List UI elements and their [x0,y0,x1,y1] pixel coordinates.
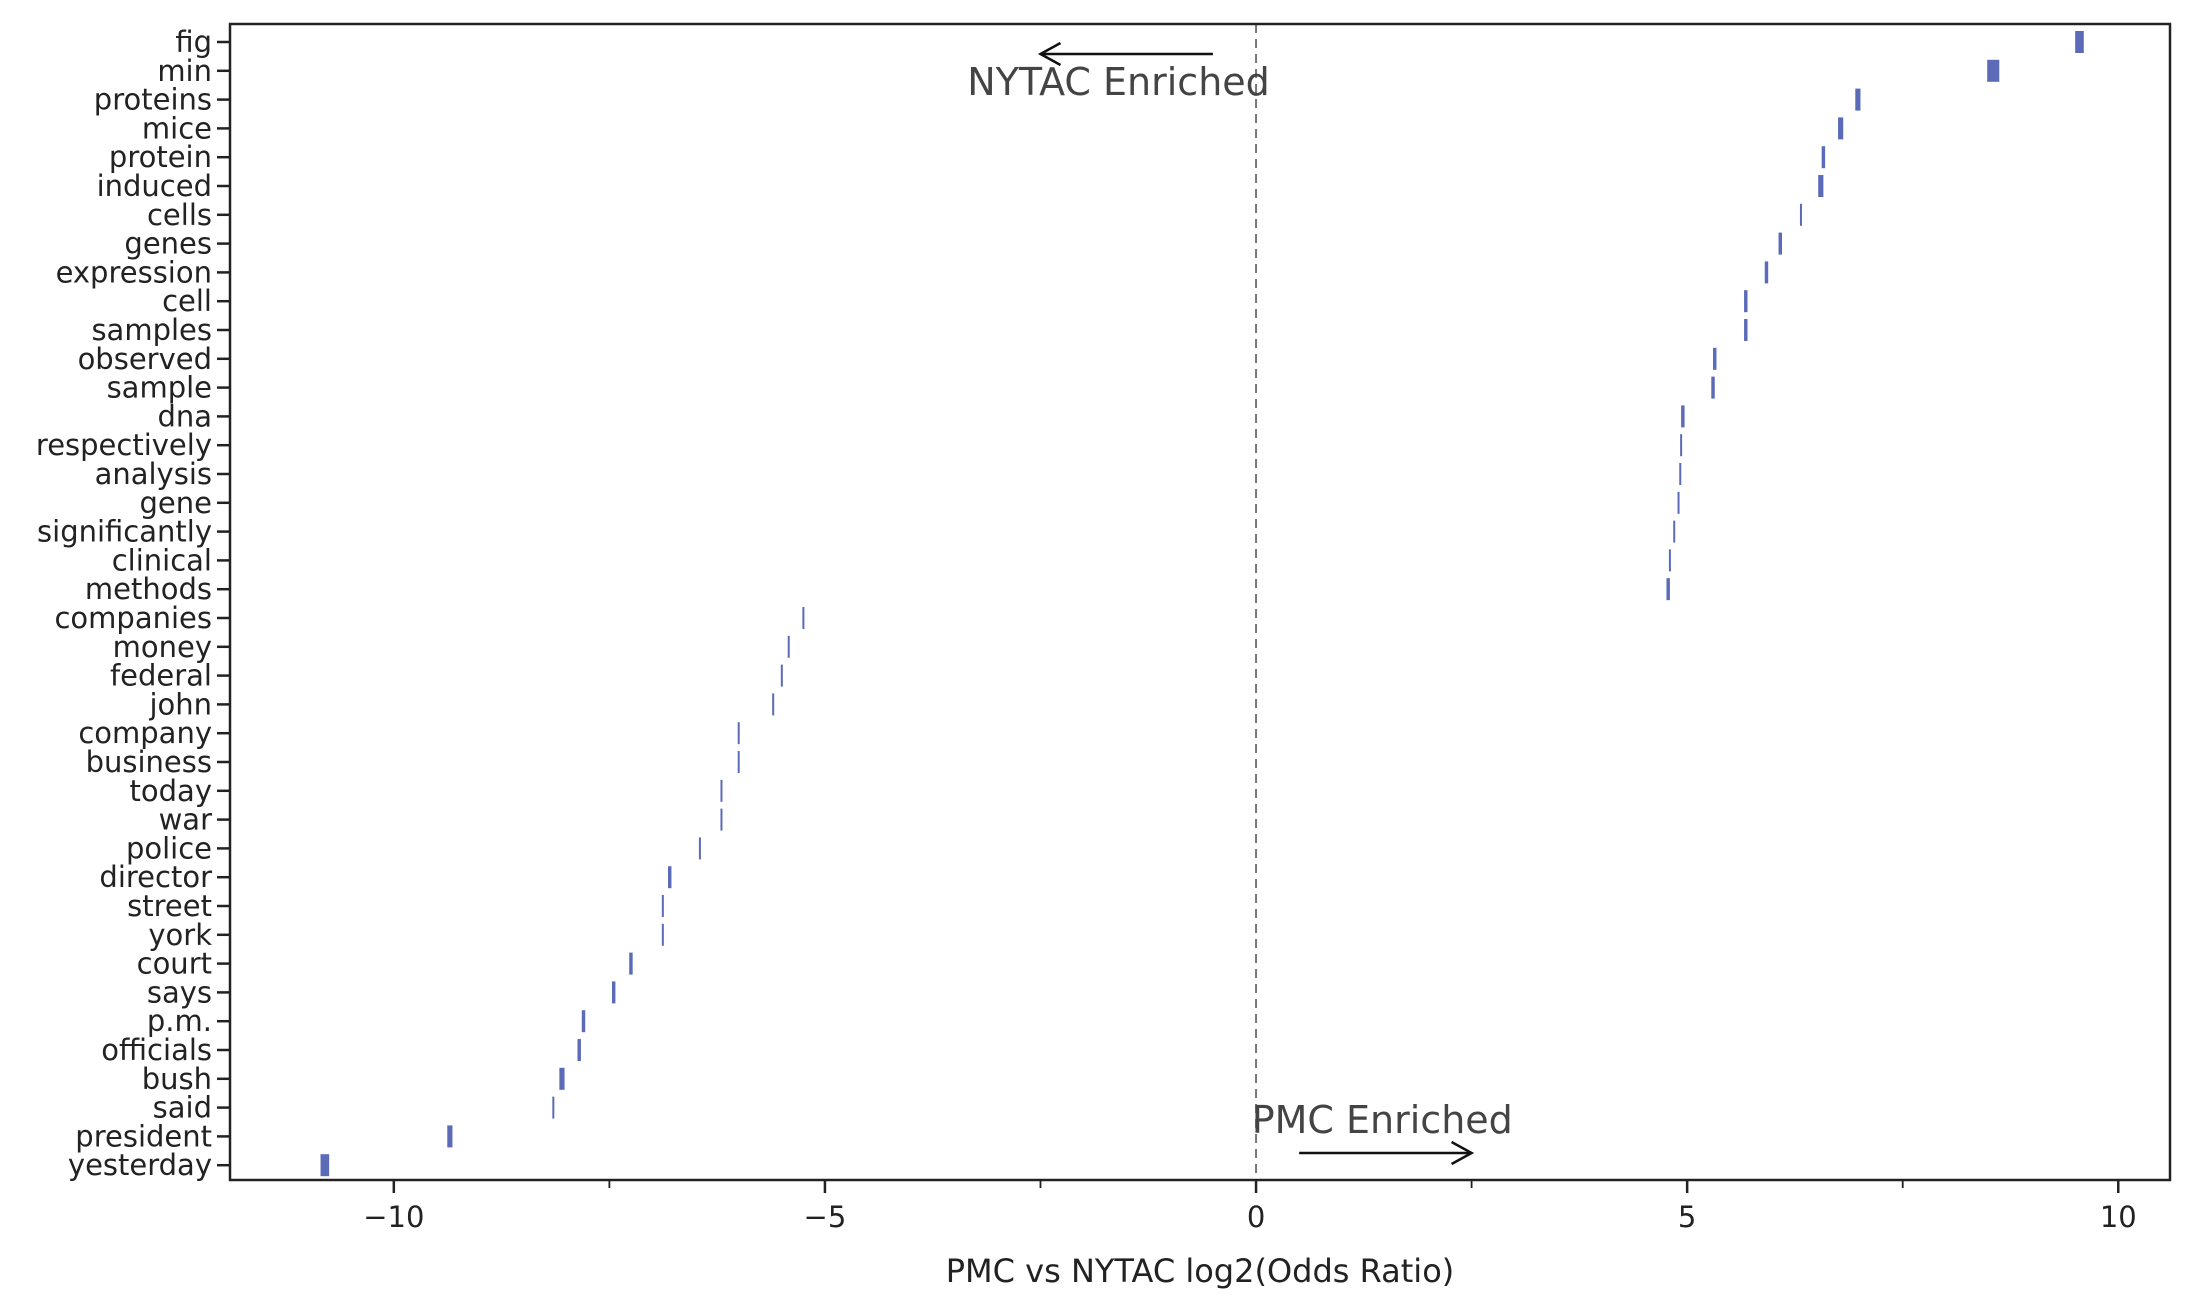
data-point-methods [1666,578,1670,601]
data-point-yesterday [320,1154,330,1177]
y-tick-label: business [86,745,212,779]
data-point-respectively [1680,434,1683,457]
chart-marks [320,31,2084,1177]
data-point-says [611,981,616,1004]
data-point-federal [780,664,783,687]
data-point-war [720,808,723,831]
data-point-street [661,895,664,917]
x-tick-label: −5 [804,1200,847,1234]
data-point-mice [1838,117,1844,140]
data-point-sample [1711,376,1715,399]
y-tick-label: samples [91,313,212,347]
y-tick-label: analysis [95,457,212,491]
y-tick-label: york [148,918,212,952]
y-tick-label: president [75,1119,212,1153]
y-tick-label: induced [97,169,212,203]
y-tick-label: today [130,774,212,808]
data-point-samples [1744,319,1748,341]
annotation-label: PMC Enriched [1252,1098,1513,1142]
data-point-min [1987,59,2000,82]
data-point-company [737,722,740,745]
data-point-significantly [1673,520,1676,543]
y-tick-label: proteins [94,83,212,117]
data-point-business [737,751,740,773]
y-tick-label: john [148,687,212,721]
y-tick-label: said [153,1091,212,1125]
y-tick-label: money [113,630,212,664]
annotation-arrow-head [1450,1140,1475,1166]
y-tick-label: mice [142,111,212,145]
plot-frame [228,22,2172,1182]
y-tick-label: cell [162,284,212,318]
data-point-york [661,923,664,946]
x-tick-label: 10 [2100,1200,2137,1234]
data-point-cells [1799,203,1802,226]
y-tick-label: clinical [112,543,212,577]
data-point-police [698,837,701,860]
annotation-label: NYTAC Enriched [967,60,1270,104]
x-tick-label: 5 [1678,1200,1696,1234]
data-point-officials [577,1039,581,1061]
data-point-protein [1821,146,1826,169]
data-point-analysis [1679,463,1682,485]
y-tick-label: police [126,831,212,865]
y-tick-label: company [78,716,212,750]
y-tick-label: officials [101,1033,212,1067]
data-point-induced [1818,175,1824,197]
y-axis: figminproteinsmiceproteininducedcellsgen… [36,25,230,1182]
data-point-dna [1681,405,1685,428]
x-axis-label: PMC vs NYTAC log2(Odds Ratio) [946,1252,1455,1290]
y-tick-label: sample [107,371,212,405]
y-tick-label: respectively [36,428,212,462]
data-point-p-m- [581,1010,586,1033]
data-point-john [772,693,775,716]
x-axis: −10 −5 0 5 10 [363,1180,2137,1234]
y-tick-label: yesterday [68,1148,212,1182]
y-tick-label: cells [147,198,212,232]
y-tick-label: observed [78,342,212,376]
data-point-clinical [1668,549,1671,572]
y-tick-label: gene [140,486,212,520]
data-point-bush [559,1067,565,1090]
annotation-arrow-head [1037,41,1062,67]
y-tick-label: bush [142,1062,212,1096]
data-point-observed [1713,347,1717,370]
y-tick-label: says [147,975,212,1009]
y-tick-label: dna [157,399,212,433]
y-tick-label: significantly [37,515,212,549]
x-tick-label: −10 [363,1200,424,1234]
data-point-fig [2075,31,2084,53]
data-point-cell [1744,290,1748,313]
data-point-expression [1764,261,1769,284]
x-tick-label: 0 [1247,1200,1265,1234]
data-point-today [720,779,723,802]
y-tick-label: fig [175,25,212,59]
data-point-director [668,866,672,889]
data-point-genes [1778,232,1782,255]
data-point-money [787,635,790,658]
data-point-gene [1677,491,1680,514]
data-point-court [629,952,633,975]
y-tick-label: court [137,947,212,981]
y-tick-label: p.m. [147,1004,212,1038]
y-tick-label: min [157,54,212,88]
data-point-president [447,1125,453,1148]
y-tick-label: expression [56,255,212,289]
y-tick-label: federal [110,659,212,693]
y-tick-label: street [127,889,212,923]
y-tick-label: methods [85,572,212,606]
annotations: NYTAC Enriched PMC Enriched [967,41,1513,1166]
data-point-companies [802,607,805,629]
y-tick-label: director [99,860,212,894]
y-tick-label: protein [109,140,212,174]
y-tick-label: companies [54,601,212,635]
data-point-proteins [1855,88,1861,111]
y-tick-label: genes [124,227,212,261]
y-tick-label: war [159,803,212,837]
data-point-said [552,1096,555,1119]
